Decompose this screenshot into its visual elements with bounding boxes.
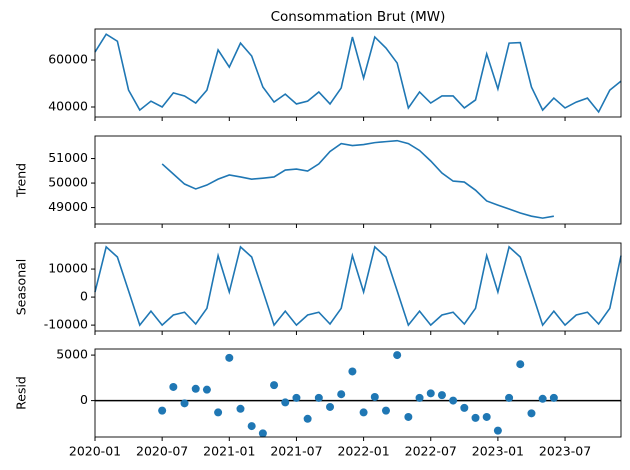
point [202, 385, 211, 394]
y-tick-label: 10000 [48, 261, 88, 276]
chart-title: Consommation Brut (MW) [271, 9, 446, 25]
point [393, 351, 402, 360]
y-axis-label: Trend [14, 163, 29, 198]
y-tick-label: 60000 [48, 52, 88, 67]
line [161, 139, 554, 219]
line [94, 33, 622, 114]
point [303, 414, 312, 423]
x-tick-label: 2020-07 [136, 444, 188, 459]
point [381, 406, 390, 415]
point [437, 391, 446, 400]
x-tick-label: 2020-01 [69, 444, 121, 459]
point [482, 412, 491, 421]
point [538, 394, 547, 403]
y-tick-label: 0 [80, 289, 88, 304]
axes-frame [94, 28, 622, 118]
x-tick-label: 2022-01 [337, 444, 389, 459]
y-tick-label: 0 [80, 392, 88, 407]
point [270, 381, 279, 390]
point [247, 422, 256, 431]
axes-frame [94, 242, 622, 332]
point [348, 367, 357, 376]
x-tick-label: 2023-07 [539, 444, 591, 459]
point [516, 360, 525, 369]
x-tick-label: 2023-01 [472, 444, 524, 459]
y-tick-label: 50000 [48, 175, 88, 190]
point [505, 393, 514, 402]
point [191, 384, 200, 393]
point [370, 392, 379, 401]
point [225, 353, 234, 362]
point [449, 396, 458, 405]
point [527, 409, 536, 418]
y-axis-label: Seasonal [14, 259, 29, 316]
point [236, 404, 245, 413]
y-tick-label: 49000 [48, 199, 88, 214]
point [214, 408, 223, 417]
point [549, 393, 558, 402]
point [180, 399, 189, 408]
point [359, 408, 368, 417]
x-tick-label: 2022-07 [405, 444, 457, 459]
point [258, 429, 267, 438]
point [415, 393, 424, 402]
x-tick-label: 2021-01 [203, 444, 255, 459]
point [292, 393, 301, 402]
y-tick-label: 40000 [48, 99, 88, 114]
y-axis-label: Resid [14, 376, 29, 410]
point [314, 393, 323, 402]
point [471, 413, 480, 422]
point [426, 389, 435, 398]
axes-frame [94, 135, 622, 225]
point [460, 403, 469, 412]
x-tick-label: 2021-07 [270, 444, 322, 459]
axes-frame [94, 348, 622, 438]
y-tick-label: -10000 [44, 317, 88, 332]
y-tick-label: 51000 [48, 150, 88, 165]
y-tick-label: 5000 [56, 347, 88, 362]
point [337, 390, 346, 399]
line [94, 245, 622, 327]
point [281, 398, 290, 407]
point [404, 412, 413, 421]
point [326, 402, 335, 411]
point [169, 382, 178, 391]
point [493, 426, 502, 435]
point [158, 406, 167, 415]
